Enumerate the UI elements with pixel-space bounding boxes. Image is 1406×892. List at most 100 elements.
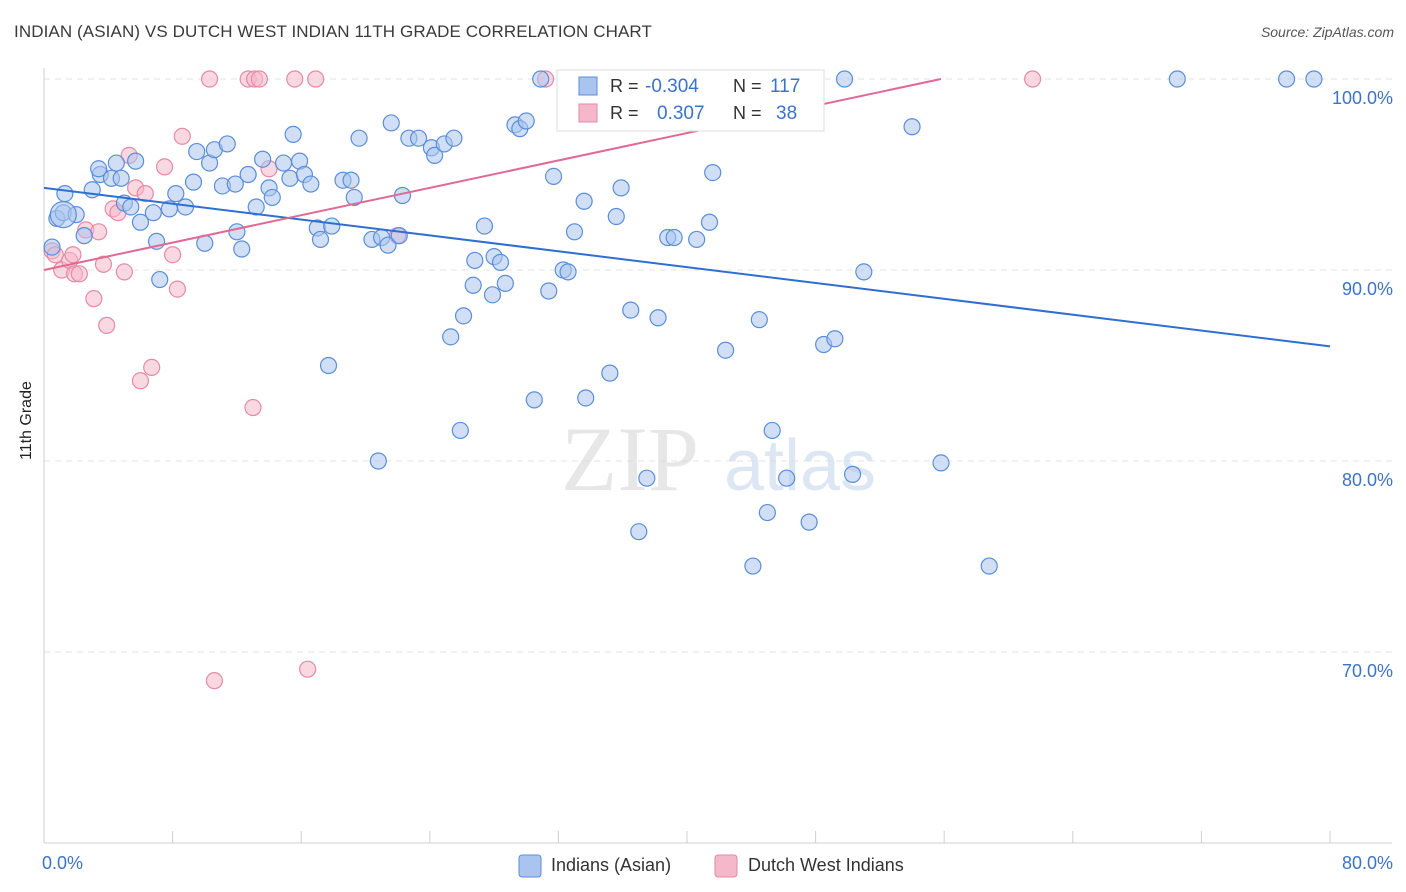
- data-point-dutch: [70, 265, 88, 283]
- data-point-indians: [638, 469, 656, 487]
- data-point-indians: [239, 165, 257, 184]
- data-point-indians: [750, 311, 768, 329]
- stats-r-label-blue: R =: [610, 76, 639, 96]
- stats-n-value-pink: 38: [776, 103, 797, 124]
- data-point-indians: [800, 513, 818, 531]
- grid-lines: [44, 78, 1392, 653]
- data-point-indians: [630, 523, 648, 541]
- data-point-indians: [426, 146, 444, 164]
- data-point-indians: [442, 328, 460, 346]
- data-point-indians: [409, 129, 428, 147]
- data-point-indians: [532, 70, 550, 88]
- data-point-dutch: [244, 398, 262, 417]
- y-tick-label: 100.0%: [1332, 88, 1393, 108]
- axes: [43, 68, 1392, 844]
- data-point-indians: [382, 114, 400, 132]
- data-point-indians: [778, 469, 796, 487]
- data-point-indians: [1168, 70, 1186, 88]
- stats-n-value-blue: 117: [770, 76, 800, 97]
- data-point-indians: [151, 270, 169, 289]
- data-point-indians: [1305, 70, 1323, 88]
- legend-swatch-dutch: [714, 854, 738, 878]
- data-point-indians: [980, 557, 998, 575]
- data-point-indians: [565, 223, 584, 241]
- stats-n-label-pink: N =: [733, 103, 762, 123]
- data-point-dutch: [131, 372, 150, 390]
- data-point-indians: [575, 192, 593, 210]
- data-point-dutch: [136, 185, 154, 203]
- data-point-indians: [716, 341, 735, 359]
- data-point-indians: [665, 228, 683, 247]
- trend-line-indians: [43, 186, 1331, 348]
- data-point-indians: [932, 454, 950, 472]
- data-point-dutch: [94, 255, 113, 273]
- data-point-indians: [903, 118, 921, 136]
- data-point-indians: [607, 207, 625, 226]
- legend-label-indians: Indians (Asian): [551, 855, 671, 875]
- data-point-indians: [311, 230, 330, 249]
- x-tick-label: 80.0%: [1342, 853, 1393, 873]
- data-point-dutch: [299, 660, 317, 678]
- data-point-indians: [688, 230, 706, 249]
- y-tick-label: 90.0%: [1342, 279, 1393, 299]
- data-point-indians: [218, 135, 236, 153]
- data-point-indians: [577, 389, 595, 407]
- data-point-indians: [274, 154, 293, 172]
- series-indians-asian: [43, 70, 1323, 575]
- data-point-indians: [855, 263, 873, 281]
- data-point-indians: [496, 274, 514, 292]
- stats-r-value-pink: 0.307: [657, 103, 705, 124]
- data-point-dutch: [90, 223, 108, 241]
- data-point-indians: [131, 213, 150, 231]
- data-point-indians: [75, 227, 93, 245]
- data-point-indians: [835, 70, 854, 88]
- data-point-indians: [184, 173, 203, 191]
- data-point-dutch: [98, 316, 116, 334]
- data-point-dutch: [286, 70, 304, 88]
- legend-label-dutch: Dutch West Indians: [748, 855, 904, 875]
- data-point-indians: [559, 263, 577, 281]
- data-point-indians: [544, 167, 563, 186]
- data-point-indians: [281, 169, 299, 187]
- data-point-indians: [763, 421, 781, 440]
- stats-n-label-blue: N =: [733, 76, 762, 96]
- data-point-indians: [284, 125, 302, 143]
- watermark-zip: ZIP: [561, 408, 699, 510]
- data-point-dutch: [115, 263, 133, 281]
- data-point-indians: [345, 188, 363, 207]
- data-point-indians: [517, 112, 535, 130]
- data-point-indians: [43, 238, 61, 256]
- data-point-indians: [454, 307, 473, 325]
- data-point-indians: [226, 175, 244, 193]
- data-point-indians: [107, 154, 125, 172]
- data-point-indians: [127, 152, 145, 170]
- data-point-indians: [319, 356, 338, 375]
- legend: Indians (Asian) Dutch West Indians: [518, 854, 904, 878]
- data-point-dutch: [173, 127, 191, 145]
- data-point-dutch: [307, 70, 325, 88]
- data-point-indians: [144, 204, 162, 222]
- legend-swatch-indians: [518, 854, 542, 878]
- data-point-indians: [826, 330, 844, 348]
- data-point-indians: [49, 201, 77, 229]
- stats-box: R = -0.304 N = 117 R = 0.307 N = 38: [556, 69, 825, 132]
- stats-swatch-blue: [578, 76, 598, 96]
- data-point-indians: [1277, 70, 1296, 88]
- data-point-indians: [90, 160, 108, 178]
- data-point-indians: [612, 179, 630, 197]
- data-point-indians: [466, 251, 484, 270]
- data-point-indians: [525, 391, 543, 409]
- x-tick-label: 0.0%: [42, 853, 83, 873]
- data-point-dutch: [168, 280, 187, 298]
- data-point-indians: [188, 142, 206, 161]
- data-point-dutch: [85, 290, 103, 308]
- data-point-dutch: [64, 246, 82, 264]
- y-tick-labels: 70.0% 80.0% 90.0% 100.0%: [1332, 88, 1393, 681]
- data-point-indians: [843, 465, 862, 483]
- chart-title: INDIAN (ASIAN) VS DUTCH WEST INDIAN 11TH…: [14, 22, 652, 41]
- data-point-dutch: [164, 246, 182, 264]
- data-point-indians: [263, 188, 281, 207]
- data-point-indians: [56, 185, 74, 203]
- stats-swatch-pink: [578, 103, 598, 123]
- source-label: Source: ZipAtlas.com: [1260, 24, 1394, 40]
